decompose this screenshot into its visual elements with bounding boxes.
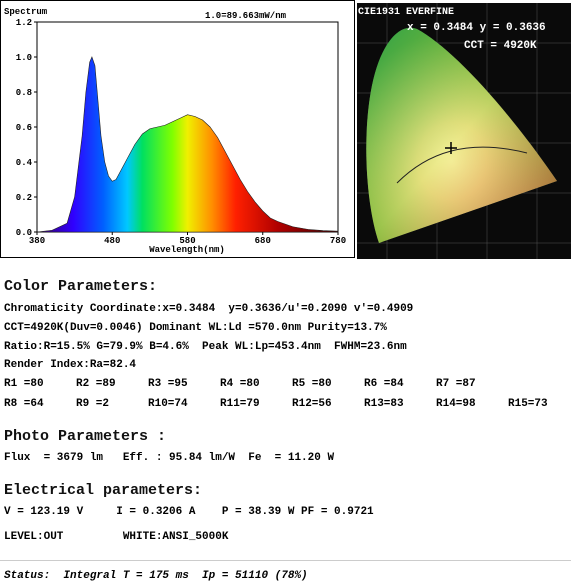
spectrum-chart: Spectrum 1.0=89.663mW/nm Wavelength(nm) … (0, 0, 355, 258)
x-tick-label: 780 (330, 236, 346, 246)
render-index: R3 =95 (148, 378, 188, 390)
y-tick-label: 1.2 (16, 18, 32, 28)
cie-coords: x = 0.3484 y = 0.3636 (407, 22, 546, 34)
x-tick-label: 380 (29, 236, 45, 246)
param-line: Flux = 3679 lm Eff. : 95.84 lm/W Fe = 11… (4, 452, 335, 464)
status-divider (0, 560, 571, 561)
cie-gamut-tint (366, 27, 557, 243)
y-tick-label: 0.0 (16, 228, 32, 238)
render-index: R10=74 (148, 398, 188, 410)
render-index: R6 =84 (364, 378, 404, 390)
render-index: R14=98 (436, 398, 476, 410)
param-line: LEVEL:OUT WHITE:ANSI_5000K (4, 531, 229, 543)
y-tick-label: 0.6 (16, 123, 32, 133)
y-tick-label: 0.2 (16, 193, 32, 203)
param-line: V = 123.19 V I = 0.3206 A P = 38.39 W PF… (4, 506, 374, 518)
y-tick-label: 0.4 (16, 158, 33, 168)
render-index: R2 =89 (76, 378, 116, 390)
render-index: R15=73 (508, 398, 548, 410)
spectrum-area (36, 56, 339, 233)
render-index: R9 =2 (76, 398, 110, 410)
param-line: Render Index:Ra=82.4 (4, 359, 137, 371)
x-tick-label: 480 (104, 236, 120, 246)
cie-marker (445, 142, 457, 154)
x-tick-label: 680 (255, 236, 271, 246)
y-tick-label: 0.8 (16, 88, 32, 98)
render-index: R8 =64 (4, 398, 44, 410)
param-line: Chromaticity Coordinate:x=0.3484 y=0.363… (4, 303, 414, 315)
section-heading: Color Parameters: (4, 278, 158, 295)
render-index: R1 =80 (4, 378, 44, 390)
render-index: R12=56 (292, 398, 332, 410)
status-bar: Status: Integral T = 175 ms Ip = 51110 (… (4, 570, 308, 582)
cie-diagram: CIE1931 EVERFINE x = 0.3484 y = 0.3636 C… (357, 3, 571, 259)
render-index: R13=83 (364, 398, 404, 410)
render-index: R7 =87 (436, 378, 476, 390)
param-line: CCT=4920K(Duv=0.0046) Dominant WL:Ld =57… (4, 322, 387, 334)
section-heading: Photo Parameters : (4, 428, 167, 445)
param-line: Ratio:R=15.5% G=79.9% B=4.6% Peak WL:Lp=… (4, 341, 407, 353)
x-axis-label: Wavelength(nm) (149, 245, 225, 255)
section-heading: Electrical parameters: (4, 482, 203, 499)
render-index: R4 =80 (220, 378, 260, 390)
cie-cct: CCT = 4920K (464, 40, 537, 52)
annotation: 1.0=89.663mW/nm (205, 11, 287, 21)
render-index: R11=79 (220, 398, 260, 410)
render-index: R5 =80 (292, 378, 332, 390)
cie-title: CIE1931 EVERFINE (358, 7, 454, 18)
x-tick-label: 580 (179, 236, 195, 246)
y-tick-label: 1.0 (16, 53, 32, 63)
chart-title: Spectrum (4, 7, 48, 17)
